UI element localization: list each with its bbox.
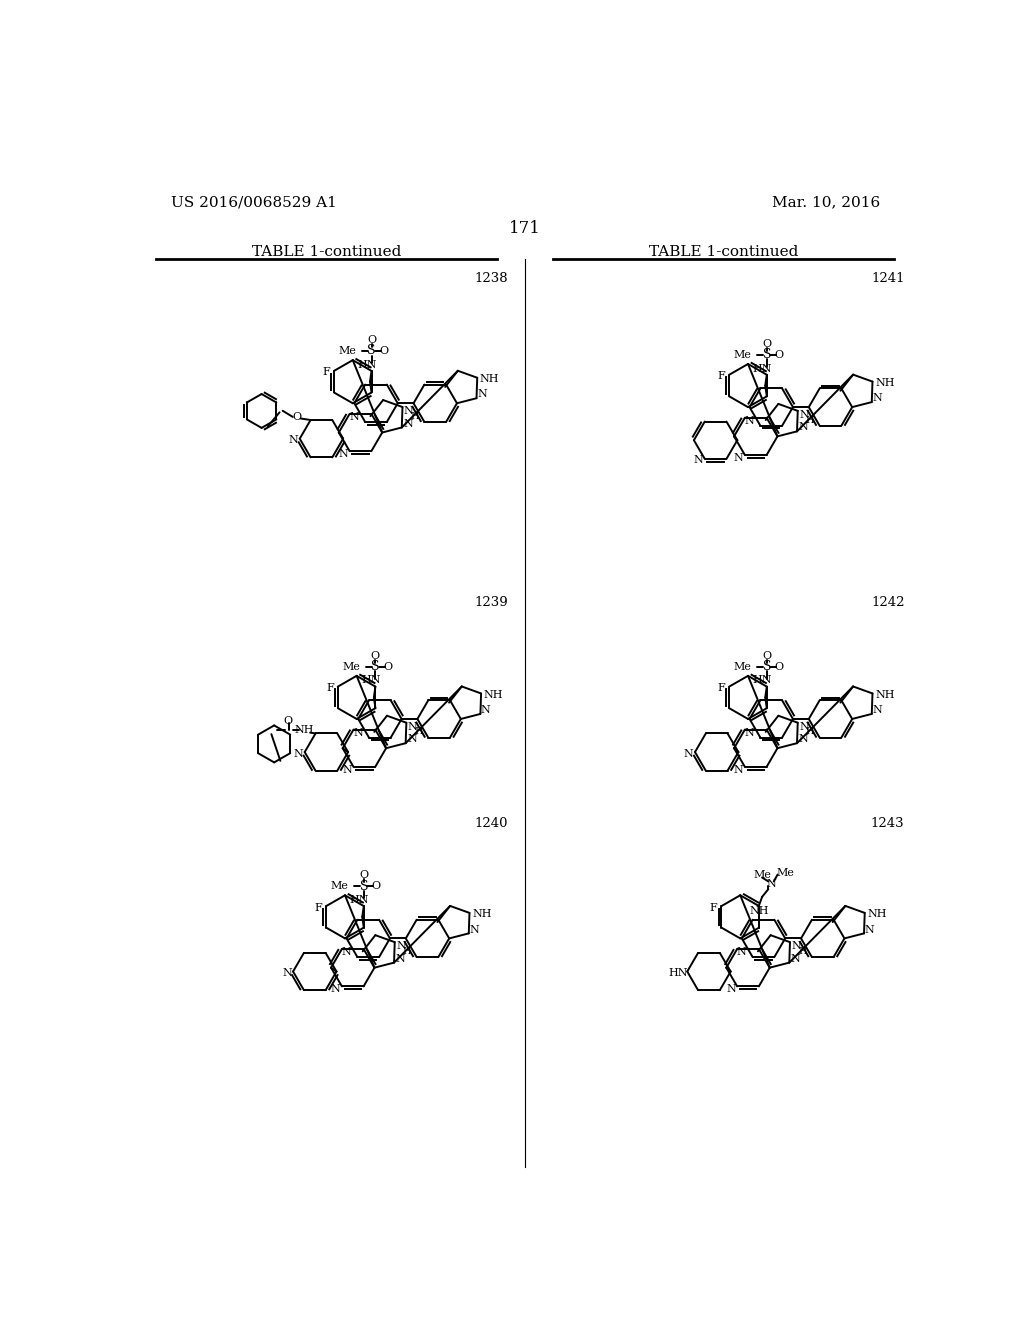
Text: NH: NH (867, 909, 887, 920)
Text: N: N (734, 766, 743, 775)
Text: O: O (371, 651, 380, 661)
Text: Me: Me (733, 661, 752, 672)
Text: O: O (292, 412, 301, 422)
Text: F: F (314, 903, 323, 912)
Text: 1239: 1239 (474, 595, 508, 609)
Text: HN: HN (361, 676, 381, 685)
Text: H: H (415, 727, 423, 737)
Text: N: N (799, 409, 809, 420)
Text: TABLE 1-continued: TABLE 1-continued (252, 244, 401, 259)
Text: N: N (342, 946, 351, 957)
Text: N: N (481, 705, 490, 715)
Text: S: S (763, 348, 771, 362)
Text: HN: HN (753, 676, 772, 685)
Text: N: N (396, 941, 406, 950)
Text: N: N (294, 748, 303, 759)
Text: S: S (371, 660, 380, 673)
Text: F: F (718, 371, 725, 381)
Text: N: N (737, 946, 746, 957)
Text: N: N (767, 879, 776, 888)
Text: H: H (402, 946, 412, 956)
Text: N: N (744, 416, 755, 426)
Text: N: N (349, 412, 359, 422)
Text: Me: Me (331, 880, 348, 891)
Text: O: O (762, 339, 771, 348)
Text: F: F (327, 684, 334, 693)
Text: N: N (864, 924, 874, 935)
Text: TABLE 1-continued: TABLE 1-continued (648, 244, 798, 259)
Text: O: O (379, 346, 388, 356)
Text: N: N (734, 453, 743, 463)
Text: HN: HN (669, 968, 688, 978)
Text: N: N (403, 405, 414, 416)
Text: N: N (282, 968, 292, 978)
Text: Me: Me (342, 661, 359, 672)
Text: O: O (283, 715, 292, 726)
Text: NH: NH (472, 909, 492, 920)
Text: O: O (359, 870, 369, 880)
Text: O: O (774, 661, 783, 672)
Text: N: N (342, 766, 352, 775)
Text: N: N (872, 393, 882, 403)
Text: Mar. 10, 2016: Mar. 10, 2016 (771, 195, 880, 210)
Text: O: O (774, 350, 783, 360)
Text: 1238: 1238 (474, 272, 508, 285)
Text: N: N (331, 985, 341, 994)
Text: F: F (323, 367, 330, 378)
Text: 1241: 1241 (871, 272, 904, 285)
Text: N: N (339, 449, 348, 459)
Text: NH: NH (876, 378, 895, 388)
Text: HN: HN (753, 363, 772, 374)
Text: US 2016/0068529 A1: US 2016/0068529 A1 (171, 195, 337, 210)
Text: N: N (792, 941, 801, 950)
Text: N: N (799, 722, 809, 731)
Text: H: H (798, 946, 807, 956)
Text: H: H (411, 412, 419, 421)
Text: HN: HN (357, 360, 377, 370)
Text: N: N (289, 436, 298, 445)
Text: NH: NH (750, 906, 769, 916)
Text: F: F (718, 684, 725, 693)
Text: O: O (367, 335, 376, 345)
Text: N: N (684, 748, 693, 759)
Text: N: N (395, 954, 406, 964)
Text: N: N (403, 418, 413, 429)
Text: Me: Me (776, 869, 795, 878)
Text: S: S (359, 879, 368, 892)
Text: N: N (353, 727, 364, 738)
Text: HN: HN (349, 895, 369, 906)
Text: 1240: 1240 (474, 817, 508, 830)
Text: NH: NH (480, 375, 500, 384)
Text: Me: Me (733, 350, 752, 360)
Text: Me: Me (338, 346, 356, 356)
Text: N: N (791, 954, 801, 964)
Text: O: O (372, 880, 381, 891)
Text: 171: 171 (509, 220, 541, 238)
Text: O: O (762, 651, 771, 661)
Text: S: S (368, 345, 376, 358)
Text: N: N (693, 455, 703, 466)
Text: H: H (806, 416, 814, 425)
Text: F: F (710, 903, 718, 912)
Text: N: N (872, 705, 882, 715)
Text: S: S (763, 660, 771, 673)
Text: N: N (726, 985, 736, 994)
Text: N: N (408, 722, 418, 731)
Text: N: N (477, 389, 486, 400)
Text: 1243: 1243 (871, 817, 904, 830)
Text: N: N (799, 422, 808, 433)
Text: NH: NH (483, 690, 503, 700)
Text: N: N (469, 924, 479, 935)
Text: N: N (744, 727, 755, 738)
Text: N: N (799, 734, 808, 744)
Text: NH: NH (876, 690, 895, 700)
Text: NH: NH (295, 725, 314, 735)
Text: H: H (806, 727, 814, 737)
Text: O: O (383, 661, 392, 672)
Text: N: N (407, 734, 417, 744)
Text: 1242: 1242 (871, 595, 904, 609)
Text: Me: Me (754, 870, 771, 879)
